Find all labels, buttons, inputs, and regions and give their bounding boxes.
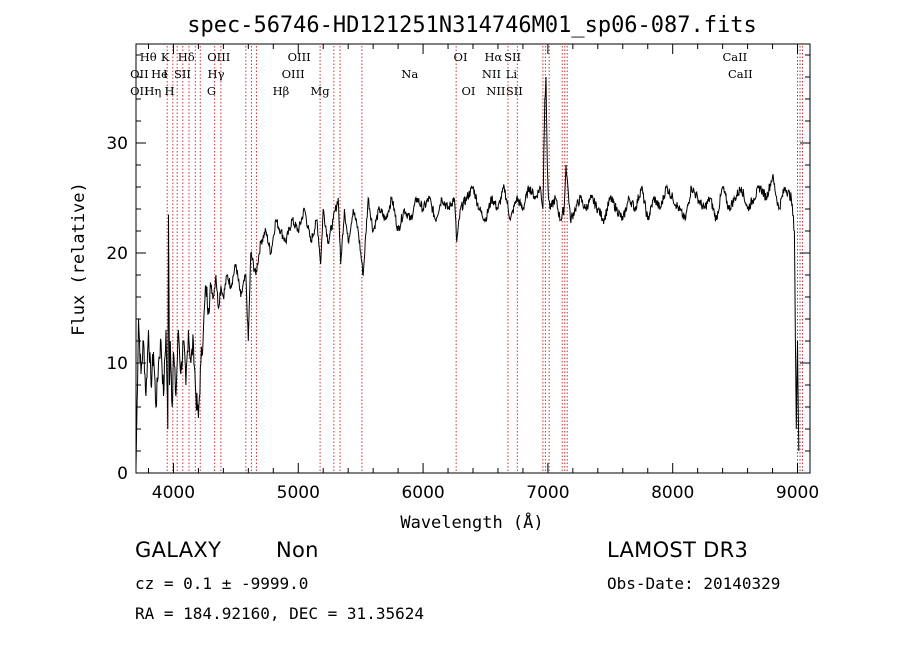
object-class: GALAXY [135,538,222,562]
x-tick-label: 5000 [277,483,320,503]
line-label: OIII [282,67,305,81]
x-tick-label: 9000 [776,483,819,503]
chart-title: spec-56746-HD121251N314746M01_sp06-087.f… [187,13,757,38]
line-label: Hθ [140,50,157,64]
line-label: NII [482,67,501,81]
line-label: G [207,84,216,98]
x-tick-label: 6000 [401,483,444,503]
line-label: Li [506,67,518,81]
line-label: SII [504,50,521,64]
line-label: CaII [728,67,753,81]
redshift-cz: cz = 0.1 ± -9999.0 [135,574,309,593]
line-label: OI [462,84,476,98]
y-tick-label: 10 [106,354,128,374]
y-tick-label: 0 [117,464,128,484]
plot-frame [135,43,811,474]
line-label: SII [506,84,523,98]
line-label: NII [486,84,505,98]
line-label: He [151,67,168,81]
x-tick-label: 8000 [651,483,694,503]
line-label: Hβ [273,84,290,98]
x-tick-label: 4000 [152,483,195,503]
line-label: OII [130,67,149,81]
x-axis-label: Wavelength (Å) [400,511,543,533]
axis-ticks: 4000 5000 6000 7000 8000 9000 0 10 20 30 [106,44,819,503]
line-label: Hα [484,50,502,64]
observation-date: Obs-Date: 20140329 [607,574,781,593]
object-subclass: Non [276,538,319,562]
spectral-line-markers [166,46,804,473]
survey-name: LAMOST DR3 [607,538,749,562]
line-label: K [161,50,170,64]
line-label: OIII [207,50,230,64]
y-tick-label: 30 [106,134,128,154]
x-tick-label: 7000 [526,483,569,503]
coordinates: RA = 184.92160, DEC = 31.35624 [135,604,424,623]
line-label: Hγ [208,67,225,81]
y-axis-label: Flux (relative) [69,182,89,336]
line-label: I [163,67,168,81]
spectrum-chart: spec-56746-HD121251N314746M01_sp06-087.f… [69,13,819,533]
line-label: H [165,84,175,98]
line-label: Mg [311,84,331,98]
line-label: OIII [288,50,311,64]
line-label: CaII [722,50,747,64]
line-label: SII [174,67,191,81]
line-label: OI [454,50,468,64]
line-label: OII [130,84,149,98]
line-label: Hη [144,84,161,98]
line-label: Na [401,67,418,81]
line-label: Hδ [178,50,195,64]
y-tick-label: 20 [106,244,128,264]
spectrum-line [135,76,800,468]
